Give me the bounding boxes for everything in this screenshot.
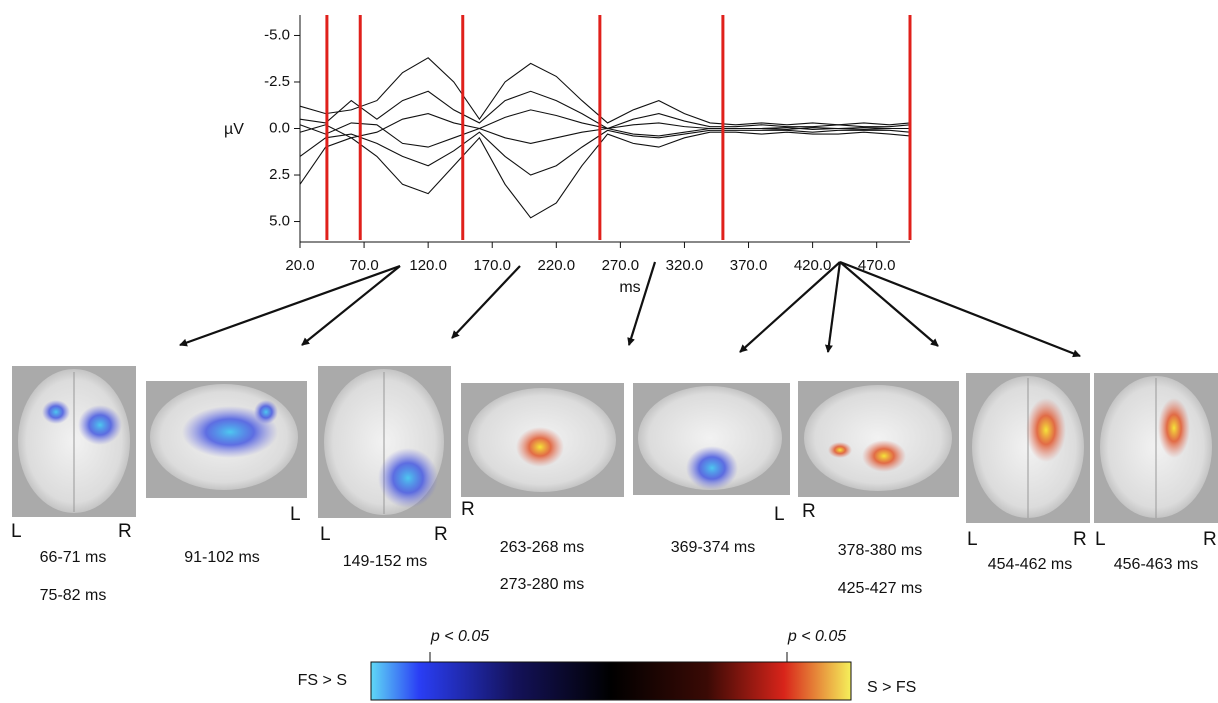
x-tick-label: 420.0 — [794, 257, 832, 274]
time-label: 378-380 ms — [838, 542, 923, 559]
erp-trace — [300, 110, 910, 147]
time-label: 273-280 ms — [500, 576, 585, 593]
time-label: 75-82 ms — [40, 587, 107, 604]
time-label: 456-463 ms — [1114, 556, 1199, 573]
side-label: R — [802, 501, 816, 522]
side-label: L — [320, 524, 331, 545]
arrow — [629, 262, 655, 345]
x-tick-label: 270.0 — [602, 257, 640, 274]
time-label: 66-71 ms — [40, 549, 107, 566]
y-axis-label: µV — [224, 121, 244, 138]
threshold-label: p < 0.05 — [787, 628, 846, 645]
arrow — [302, 266, 400, 345]
time-label: 91-102 ms — [184, 549, 260, 566]
y-tick-label: 0.0 — [269, 119, 290, 136]
y-tick-label: 5.0 — [269, 213, 290, 230]
side-label: R — [461, 499, 475, 520]
side-label: L — [774, 504, 785, 525]
time-label: 454-462 ms — [988, 556, 1073, 573]
side-label: R — [118, 521, 132, 542]
x-tick-label: 370.0 — [730, 257, 768, 274]
x-tick-label: 170.0 — [473, 257, 511, 274]
arrows — [180, 262, 1080, 356]
side-label: R — [1203, 529, 1217, 550]
side-label: R — [1073, 529, 1087, 550]
brain-images — [12, 366, 1218, 523]
erp-trace — [300, 132, 910, 218]
side-label: L — [967, 529, 978, 550]
colorbar-gradient — [371, 662, 851, 700]
side-label: L — [1095, 529, 1106, 550]
page: {"chart_data": {"type": "line", "y_label… — [0, 0, 1218, 703]
time-label: 425-427 ms — [838, 580, 923, 597]
arrow — [840, 262, 938, 346]
x-tick-label: 70.0 — [349, 257, 378, 274]
erp-trace — [300, 58, 910, 125]
arrow — [840, 262, 1080, 356]
x-tick-label: 220.0 — [538, 257, 576, 274]
y-tick-label: 2.5 — [269, 166, 290, 183]
erp-plot: µV ms -5.0 -2.5 0.0 2.5 5.0 20.0 70.0 120.0 170.0 2… — [224, 15, 910, 296]
time-label: 263-268 ms — [500, 539, 585, 556]
x-tick-label: 120.0 — [409, 257, 447, 274]
y-tick-label: -2.5 — [264, 73, 290, 90]
x-tick-label: 20.0 — [285, 257, 314, 274]
colorbar-left-label: FS > S — [298, 672, 347, 689]
arrow — [452, 266, 520, 338]
x-axis-label: ms — [619, 279, 640, 296]
arrow — [740, 262, 840, 352]
side-label: L — [11, 521, 22, 542]
arrow — [828, 262, 840, 352]
time-label: 149-152 ms — [343, 553, 428, 570]
y-tick-label: -5.0 — [264, 26, 290, 43]
colorbar: p < 0.05 p < 0.05 FS > S S > FS — [298, 628, 917, 700]
side-label: R — [434, 524, 448, 545]
colorbar-right-label: S > FS — [867, 679, 916, 696]
figure: µV ms -5.0 -2.5 0.0 2.5 5.0 20.0 70.0 120.0 170.0 2… — [0, 0, 1218, 703]
threshold-label: p < 0.05 — [430, 628, 489, 645]
x-tick-label: 320.0 — [666, 257, 704, 274]
time-label: 369-374 ms — [671, 539, 756, 556]
arrow — [180, 266, 400, 345]
side-label: L — [290, 504, 301, 525]
